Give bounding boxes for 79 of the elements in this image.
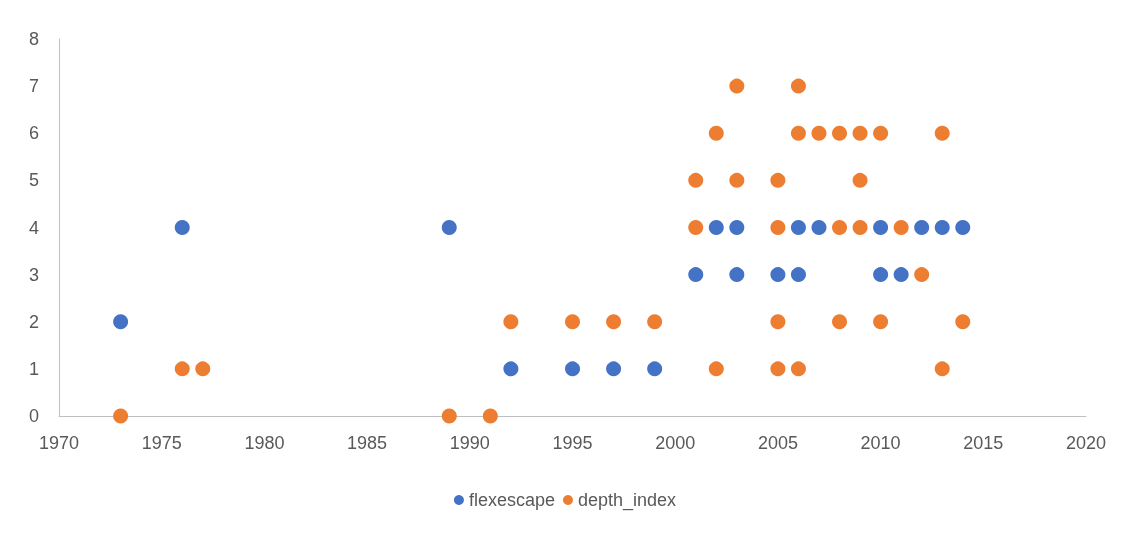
point xyxy=(832,125,848,141)
x-tick-label: 1975 xyxy=(141,433,182,453)
point xyxy=(873,314,889,330)
point xyxy=(708,361,724,377)
legend-label: depth_index xyxy=(577,490,677,511)
point xyxy=(708,220,724,235)
point xyxy=(852,172,868,188)
point xyxy=(503,314,519,330)
point xyxy=(790,78,806,94)
point xyxy=(482,408,498,424)
point xyxy=(893,267,909,283)
point xyxy=(873,267,889,283)
point xyxy=(790,267,806,283)
point xyxy=(811,220,827,235)
point xyxy=(606,314,622,330)
point xyxy=(873,125,889,141)
y-tick-label: 3 xyxy=(28,264,39,285)
point xyxy=(441,408,457,424)
point xyxy=(565,314,580,330)
point xyxy=(955,220,971,235)
point xyxy=(955,314,971,330)
point xyxy=(770,267,786,283)
x-tick-label: 2015 xyxy=(963,433,1004,453)
point xyxy=(914,267,930,283)
point xyxy=(832,220,848,235)
point xyxy=(729,78,745,94)
point xyxy=(852,125,868,141)
point xyxy=(195,361,211,377)
point xyxy=(770,172,786,188)
x-tick-label: 1990 xyxy=(449,433,490,453)
point xyxy=(790,125,806,141)
x-tick-label: 2020 xyxy=(1065,433,1107,453)
y-tick-label: 7 xyxy=(28,76,39,97)
point xyxy=(174,361,190,377)
point xyxy=(729,220,745,235)
point xyxy=(565,361,580,377)
point xyxy=(503,361,519,377)
point xyxy=(790,361,806,377)
legend-label: flexescape xyxy=(468,490,555,510)
point xyxy=(873,220,889,235)
point xyxy=(770,361,786,377)
x-tick-label: 2010 xyxy=(860,433,901,453)
x-tick-label: 1995 xyxy=(552,433,593,453)
point xyxy=(811,125,827,141)
point xyxy=(647,361,663,377)
x-tick-label: 2005 xyxy=(757,433,798,453)
point xyxy=(790,220,806,235)
y-tick-label: 0 xyxy=(28,406,39,426)
point xyxy=(708,125,724,141)
point xyxy=(688,172,704,188)
point xyxy=(688,267,704,283)
y-tick-label: 6 xyxy=(28,123,39,144)
x-tick-label: 1985 xyxy=(347,433,388,453)
point xyxy=(113,408,129,424)
point xyxy=(174,220,190,235)
point xyxy=(688,220,704,235)
point xyxy=(606,361,622,377)
point xyxy=(113,314,129,330)
point xyxy=(770,220,786,235)
point xyxy=(852,220,868,235)
x-tick-label: 2000 xyxy=(655,433,696,453)
y-tick-label: 4 xyxy=(28,217,39,238)
x-tick-label: 1980 xyxy=(244,433,285,453)
point xyxy=(914,220,930,235)
y-tick-label: 2 xyxy=(28,311,39,332)
y-tick-label: 8 xyxy=(28,29,39,49)
y-tick-label: 1 xyxy=(28,358,39,379)
point xyxy=(893,220,909,235)
point xyxy=(729,267,745,283)
y-tick-label: 5 xyxy=(28,170,39,191)
point xyxy=(934,125,950,141)
point xyxy=(729,172,745,188)
point xyxy=(832,314,848,330)
point xyxy=(934,220,950,235)
point xyxy=(647,314,663,330)
point xyxy=(441,220,457,235)
x-tick-label: 1970 xyxy=(38,433,80,453)
point xyxy=(770,314,786,330)
point xyxy=(934,361,950,377)
